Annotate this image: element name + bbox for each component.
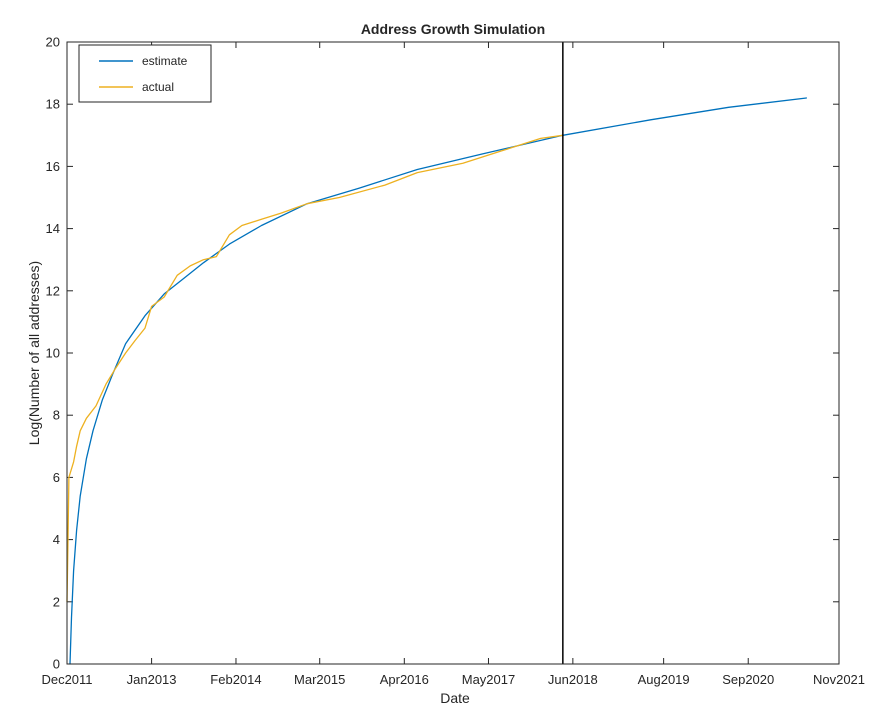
legend-label-estimate: estimate bbox=[142, 54, 188, 68]
x-tick-label: Sep2020 bbox=[722, 672, 774, 687]
x-tick-label: Feb2014 bbox=[210, 672, 261, 687]
chart-title: Address Growth Simulation bbox=[361, 21, 545, 37]
legend: estimate actual bbox=[78, 44, 212, 103]
x-tick-label: May2017 bbox=[462, 672, 515, 687]
y-tick-label: 6 bbox=[53, 470, 60, 485]
x-tick-label: Nov2021 bbox=[813, 672, 865, 687]
y-tick-label: 4 bbox=[53, 532, 60, 547]
x-tick-label: Jun2018 bbox=[548, 672, 598, 687]
y-axis-ticks: 0 2 4 6 8 10 12 14 16 18 20 bbox=[46, 35, 839, 672]
series-layer bbox=[66, 97, 808, 665]
y-tick-label: 10 bbox=[46, 346, 60, 361]
series-line-estimate bbox=[69, 97, 808, 665]
x-tick-label: Jan2013 bbox=[127, 672, 177, 687]
legend-box bbox=[78, 44, 212, 103]
y-tick-label: 16 bbox=[46, 159, 60, 174]
y-tick-label: 14 bbox=[46, 221, 60, 236]
x-axis-ticks: Dec2011 Jan2013 Feb2014 Mar2015 Apr2016 May20… bbox=[41, 42, 865, 687]
y-tick-label: 18 bbox=[46, 97, 60, 112]
y-tick-label: 2 bbox=[53, 594, 60, 609]
plot-frame bbox=[66, 41, 840, 665]
y-tick-label: 0 bbox=[53, 657, 60, 672]
x-axis-label: Date bbox=[440, 690, 470, 706]
y-tick-label: 8 bbox=[53, 408, 60, 423]
legend-label-actual: actual bbox=[142, 80, 174, 94]
x-tick-label: Dec2011 bbox=[41, 672, 92, 687]
plot-area bbox=[67, 42, 839, 664]
x-tick-label: Aug2019 bbox=[638, 672, 690, 687]
x-tick-label: Apr2016 bbox=[380, 672, 429, 687]
y-tick-label: 20 bbox=[46, 35, 60, 50]
y-tick-label: 12 bbox=[46, 283, 60, 298]
x-tick-label: Mar2015 bbox=[294, 672, 345, 687]
y-axis-label: Log(Number of all addresses) bbox=[26, 261, 42, 445]
series-line-actual bbox=[66, 134, 564, 603]
